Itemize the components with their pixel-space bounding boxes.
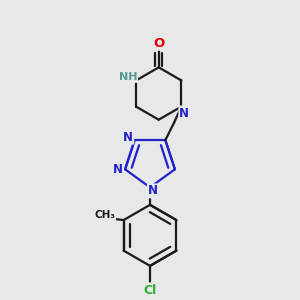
Text: N: N	[148, 184, 158, 197]
Text: N: N	[179, 106, 189, 119]
Text: O: O	[153, 37, 164, 50]
Text: Cl: Cl	[143, 284, 157, 296]
Text: N: N	[123, 130, 133, 144]
Text: N: N	[113, 163, 123, 176]
Text: CH₃: CH₃	[94, 210, 115, 220]
Text: NH: NH	[119, 72, 137, 82]
